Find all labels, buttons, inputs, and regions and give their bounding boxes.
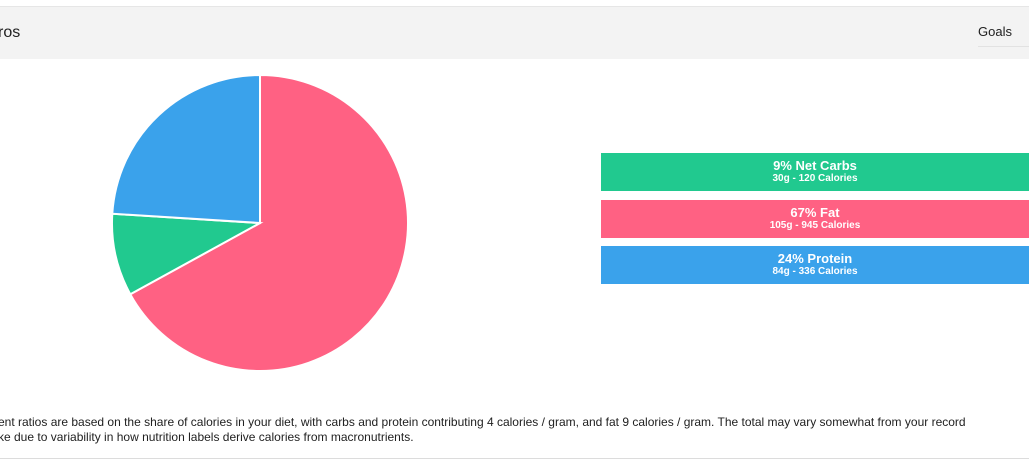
- legend-item-protein: 24% Protein 84g - 336 Calories: [601, 246, 1029, 284]
- goals-underline: [978, 46, 1029, 47]
- bottom-divider: [0, 458, 1029, 459]
- footnote-line: ent ratios are based on the share of cal…: [0, 415, 966, 429]
- legend-detail: 84g - 336 Calories: [772, 266, 858, 277]
- legend-item-net-carbs: 9% Net Carbs 30g - 120 Calories: [601, 153, 1029, 191]
- legend-label: 9% Net Carbs: [773, 158, 857, 173]
- legend-label: 67% Fat: [790, 205, 840, 220]
- legend-detail: 30g - 120 Calories: [772, 173, 858, 184]
- legend-label: 24% Protein: [777, 251, 853, 266]
- pie-slice-protein: [111, 73, 261, 225]
- top-divider: [0, 6, 1029, 7]
- legend-item-fat: 67% Fat 105g - 945 Calories: [601, 200, 1029, 238]
- pie-slice-net-carbs: [110, 212, 264, 296]
- panel-header: [0, 7, 1029, 59]
- calorie-footnote: ent ratios are based on the share of cal…: [0, 415, 1029, 445]
- macro-pie-chart: [110, 73, 409, 372]
- pie-slice-fat: [128, 73, 409, 372]
- legend-detail: 105g - 945 Calories: [769, 220, 861, 231]
- panel-title: ros: [0, 24, 21, 41]
- goals-link[interactable]: Goals: [978, 24, 1012, 39]
- footnote-line: ke due to variability in how nutrition l…: [0, 430, 414, 444]
